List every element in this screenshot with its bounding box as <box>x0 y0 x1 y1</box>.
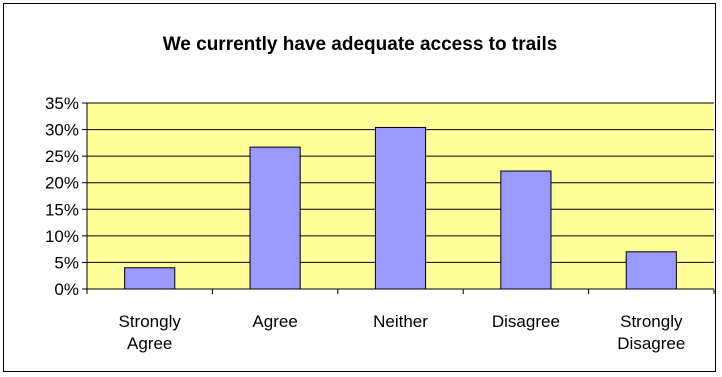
bar <box>249 146 301 290</box>
x-category-label: Neither <box>373 312 428 331</box>
x-category-label: Disagree <box>492 312 560 331</box>
bar <box>124 267 176 290</box>
y-tick-label: 20% <box>45 174 79 193</box>
y-tick-label: 5% <box>54 253 79 272</box>
y-tick-label: 25% <box>45 147 79 166</box>
bar-chart: We currently have adequate access to tra… <box>45 34 715 353</box>
chart-title: We currently have adequate access to tra… <box>163 34 558 55</box>
y-tick-label: 15% <box>45 200 79 219</box>
y-tick-label: 30% <box>45 121 79 140</box>
x-axis-categories: Strongly Agree Agree Neither Disagree Strongl… <box>86 289 715 353</box>
axes <box>86 103 714 290</box>
x-category-label: Agree <box>252 312 297 331</box>
y-tick-label: 0% <box>54 280 79 299</box>
bar <box>500 170 552 290</box>
y-tick-label: 10% <box>45 227 79 246</box>
y-axis-ticks: 0% 5% 10% 15% 20% 25% 30% 35% <box>45 94 87 299</box>
chart-frame: We currently have adequate access to tra… <box>3 3 716 372</box>
y-tick-label: 35% <box>45 94 79 113</box>
x-category-label: Strongly Disagree <box>617 312 685 353</box>
bar <box>625 251 677 290</box>
bars <box>124 126 677 290</box>
bar <box>374 126 427 290</box>
x-category-label: Strongly Agree <box>119 312 182 353</box>
